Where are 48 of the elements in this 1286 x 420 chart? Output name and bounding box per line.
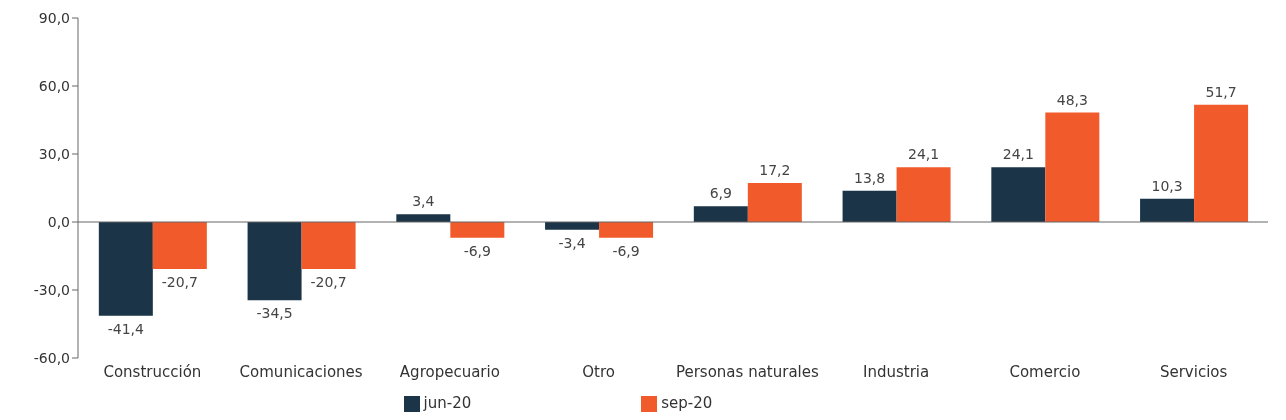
bar <box>301 222 356 269</box>
y-tick-label: -30,0 <box>33 281 70 298</box>
data-label: 6,9 <box>709 185 732 202</box>
x-tick-label: Comercio <box>1009 362 1081 381</box>
data-label: 24,1 <box>1002 146 1034 163</box>
data-label: -3,4 <box>558 234 586 251</box>
x-tick-label: Industria <box>863 362 930 381</box>
bar <box>545 222 600 230</box>
y-tick-label: 60,0 <box>38 77 70 94</box>
bar <box>599 222 654 238</box>
y-tick-label: 30,0 <box>38 145 70 162</box>
data-label: -20,7 <box>161 273 198 290</box>
legend-label: jun-20 <box>423 394 472 412</box>
bar <box>98 222 153 316</box>
legend-label: sep-20 <box>661 394 713 412</box>
data-label: 51,7 <box>1205 83 1237 100</box>
data-label: -41,4 <box>107 320 145 337</box>
bar <box>991 167 1046 222</box>
bar <box>896 167 951 222</box>
data-label: -20,7 <box>310 273 347 290</box>
bar <box>842 190 897 222</box>
data-label: -6,9 <box>463 242 491 259</box>
x-tick-label: Comunicaciones <box>239 362 363 381</box>
bar <box>693 206 748 222</box>
data-label: 24,1 <box>907 146 940 163</box>
bar <box>450 222 505 238</box>
data-label: 48,3 <box>1056 91 1088 108</box>
data-label: 3,4 <box>412 193 435 210</box>
y-tick-label: 0,0 <box>47 213 70 230</box>
x-tick-label: Construcción <box>103 362 202 381</box>
y-tick-label: -60,0 <box>33 349 70 366</box>
bar <box>747 183 802 222</box>
data-label: 17,2 <box>759 162 791 179</box>
bar <box>152 222 207 269</box>
bar <box>1194 104 1249 222</box>
bar <box>396 214 451 222</box>
bar <box>1140 198 1195 222</box>
bar <box>247 222 302 301</box>
y-tick-label: 90,0 <box>38 9 70 26</box>
x-tick-label: Otro <box>582 362 615 381</box>
x-tick-label: Servicios <box>1159 362 1228 381</box>
data-label: 13,8 <box>853 169 886 186</box>
bar <box>1045 112 1100 222</box>
data-label: 10,3 <box>1151 177 1183 194</box>
data-label: -6,9 <box>612 242 640 259</box>
x-tick-label: Personas naturales <box>675 362 819 381</box>
x-tick-label: Agropecuario <box>399 362 500 381</box>
data-label: -34,5 <box>256 305 293 322</box>
